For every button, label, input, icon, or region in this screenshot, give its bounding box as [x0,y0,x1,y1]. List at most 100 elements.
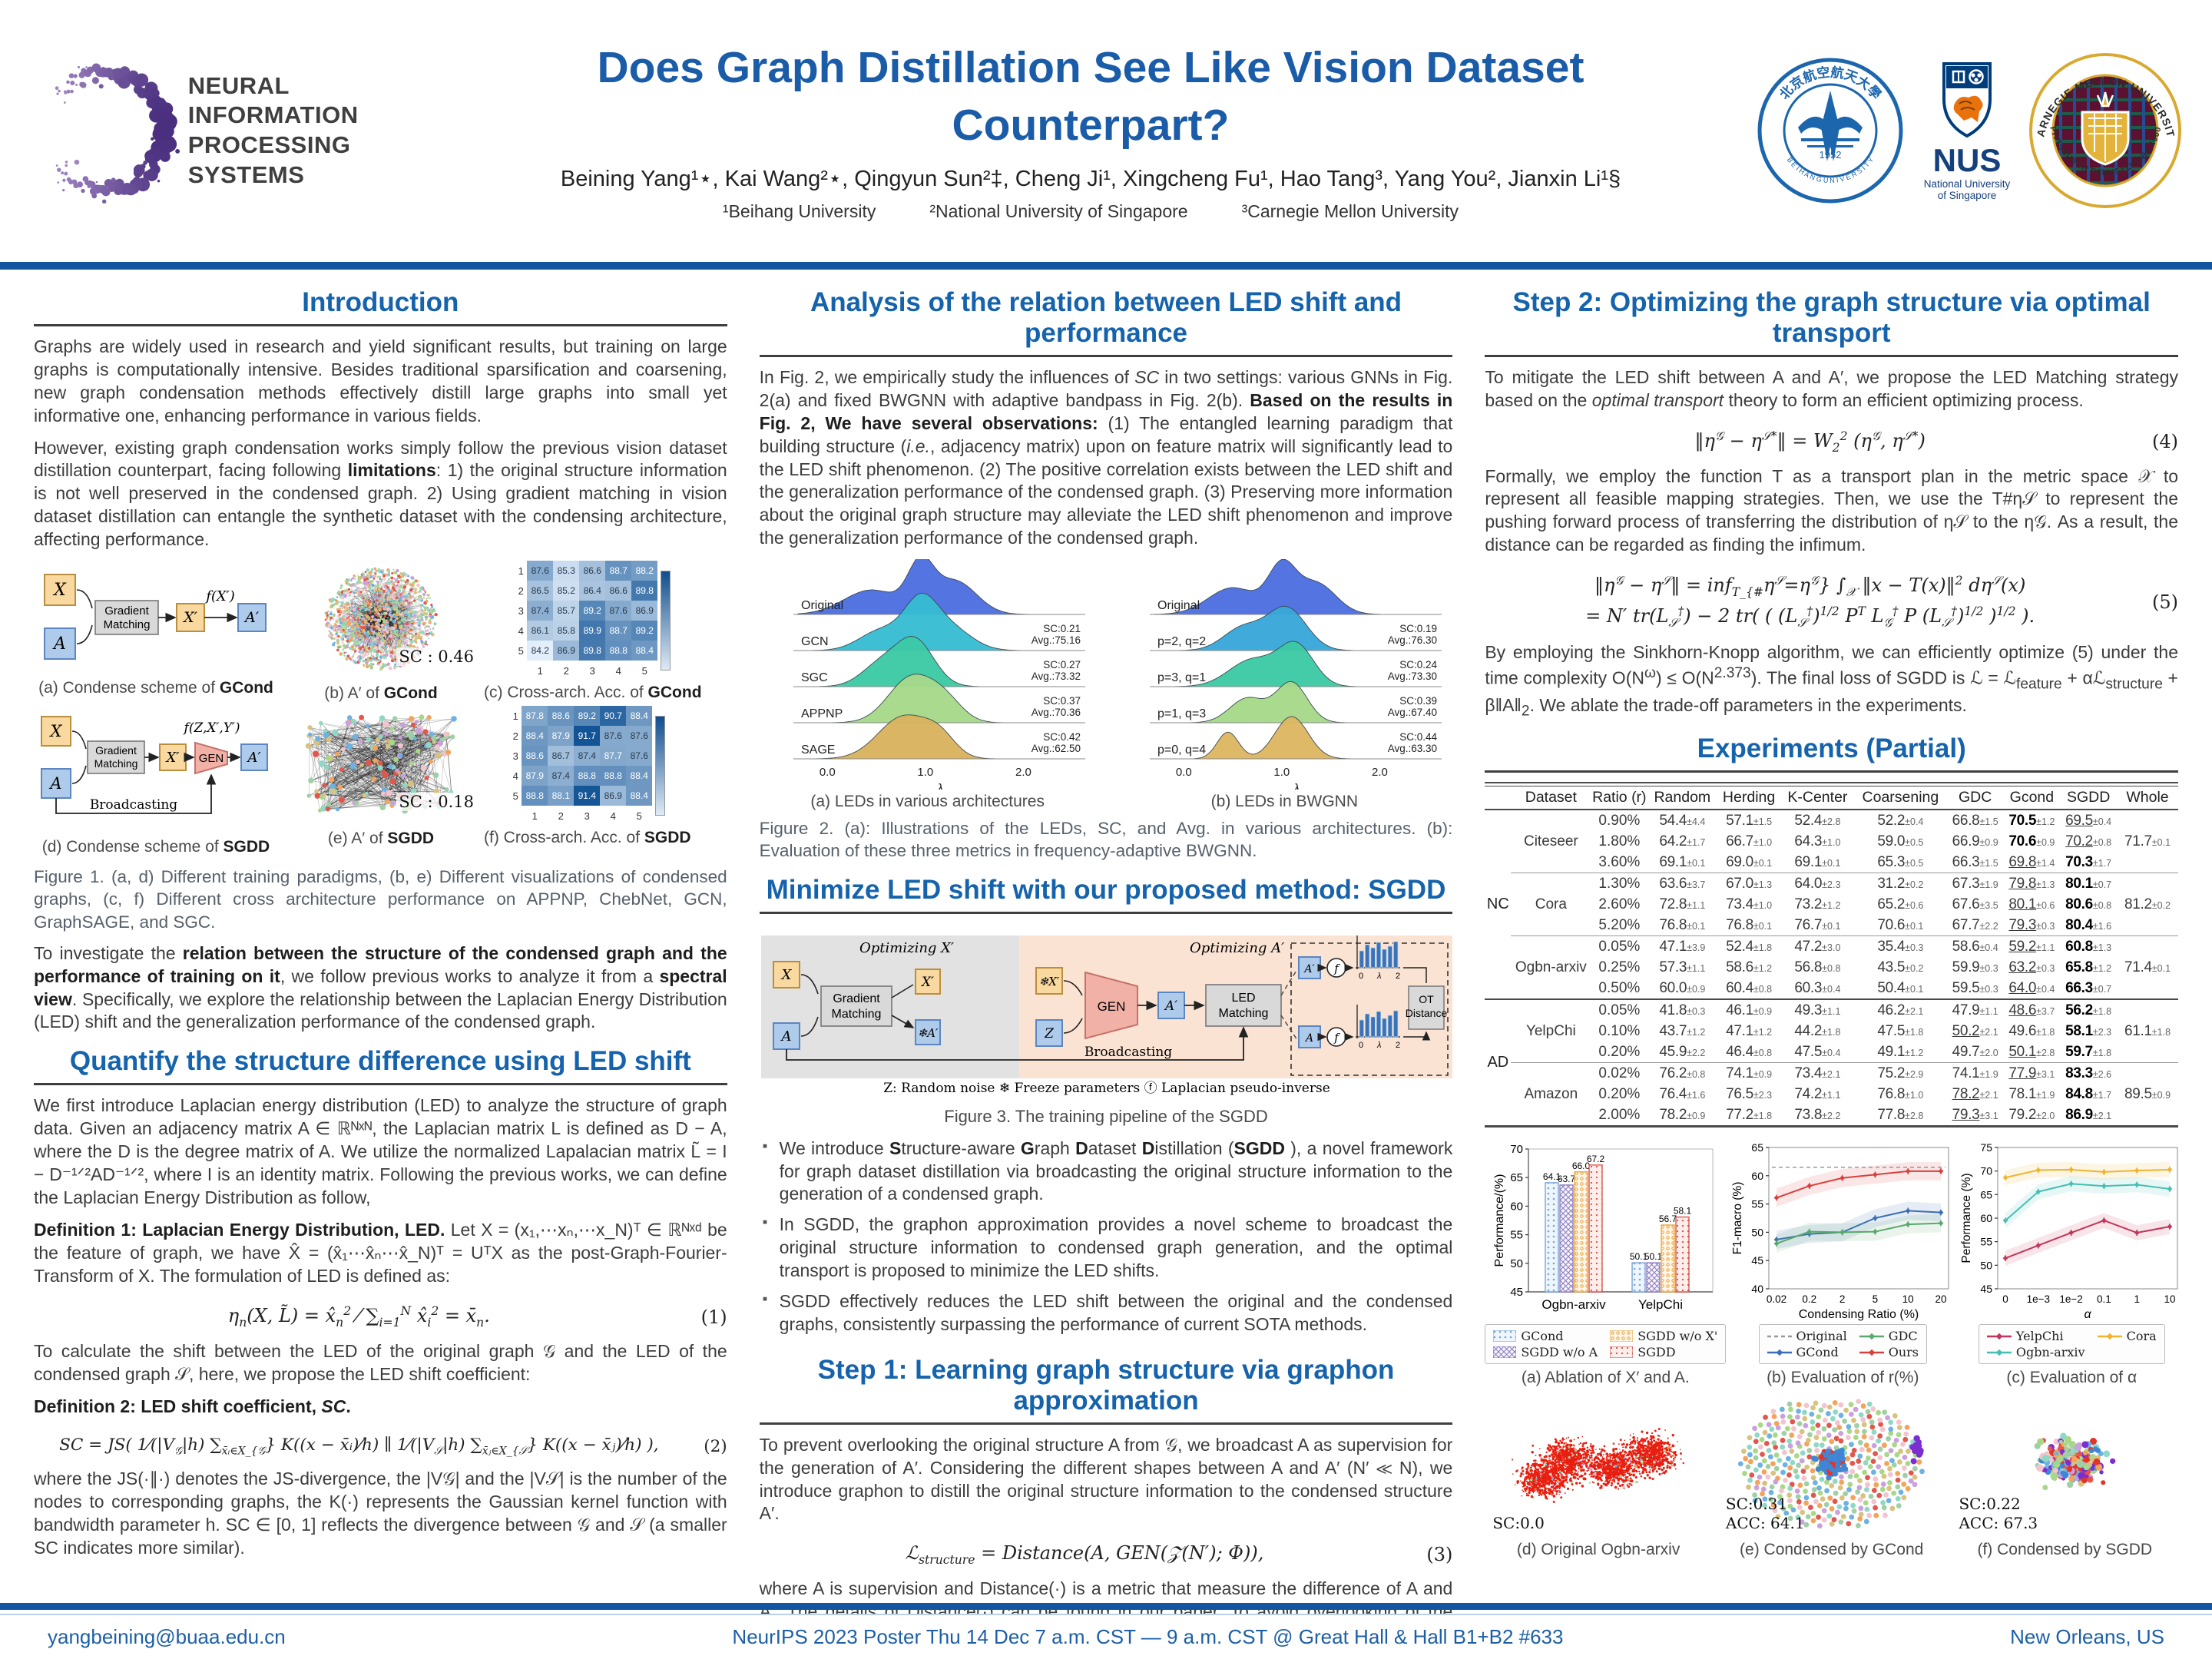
result-cell: 72.8±1.1 [1659,896,1706,912]
svg-text:X′: X′ [165,750,180,766]
ablation-legend: GCond SGDD w/o X' SGDD w/o A SGDD [1485,1324,1727,1365]
svg-text:60: 60 [1752,1170,1764,1182]
result-cell: 66.3±1.5 [1952,853,1998,870]
heatmap-cell: 86.6 [605,581,632,601]
result-cell: 86.9±2.1 [2065,1106,2112,1123]
svg-text:X′: X′ [920,975,934,990]
legend-item: Original [1767,1329,1847,1343]
svg-text:1: 1 [2134,1293,2141,1305]
authors-line: Beining Yang¹⋆, Kai Wang²⋆, Qingyun Sun²… [560,167,1621,192]
result-cell: 35.4±0.3 [1853,935,1947,958]
svg-text:Avg.:73.30: Avg.:73.30 [1388,671,1437,682]
whole-cell: 89.5±0.9 [2117,1062,2179,1127]
session-info: NeurIPS 2023 Poster Thu 14 Dec 7 a.m. CS… [732,1625,1564,1648]
svg-text:λ: λ [935,781,942,790]
heatmap-cell: 89.2 [579,601,606,621]
result-cell: 43.5±0.2 [1877,959,1924,975]
legend-item: SGDD w/o A [1493,1345,1598,1359]
quantify-paragraph-2: To calculate the shift between the LED o… [34,1341,727,1385]
step2-paragraph-3: By employing the Sinkhorn-Knopp algorith… [1485,641,2179,720]
dataset-name: YelpChi [1511,998,1591,1063]
quantify-heading: Quantify the structure difference using … [69,1046,691,1077]
alpha-caption: (c) Evaluation of α [2006,1369,2137,1387]
result-cell: 80.1±0.6 [2008,896,2055,912]
heatmap-cell: 88.8 [522,786,548,806]
nus-subtext: National University of Singapore [1923,177,2011,202]
result-cell: 65.2±0.6 [1877,896,1924,912]
result-cell: 73.2±1.2 [1794,896,1841,912]
result-cell: 69.8±1.4 [2008,853,2055,870]
fig1-scheme-sgdd: X A Gradient Matching X′ f(Z,X′,Y′) G [34,706,278,856]
gcond-heatmap: 1 87.6 85.3 86.6 88.7 88.2 2 86.5 85.2 86.4 86.6 89… [515,561,658,680]
experiments-heading: Experiments (Partial) [1697,733,1966,764]
svg-text:SC:0.39: SC:0.39 [1400,695,1438,707]
scatter-original-caption: (d) Original Ogbn-arxiv [1516,1541,1681,1559]
ablation-chart: 45 50 55 60 65 70 Performance/(%) 64.1 63.7 66.0 6… [1485,1138,1727,1387]
result-cell: 64.2±1.7 [1659,833,1706,849]
svg-text:Broadcasting: Broadcasting [1084,1045,1171,1060]
result-cell: 76.7±0.1 [1794,916,1841,933]
heatmap-cell: 86.7 [548,746,575,767]
heatmap-colorbar [661,571,671,671]
result-cell: 57.3±1.1 [1659,959,1706,975]
result-cell: 50.1±2.8 [2008,1043,2055,1060]
result-cell: 45.9±2.2 [1659,1043,1706,1060]
result-cell: 48.6±3.7 [2003,998,2061,1022]
svg-text:55: 55 [1511,1229,1524,1242]
contact-email[interactable]: yangbeining@buaa.edu.cn [48,1625,286,1648]
scatter-original-labels: SC:0.0 [1492,1514,1545,1533]
legend-item: Ours [1859,1345,1919,1359]
svg-text:λ: λ [1293,781,1300,790]
fig1-heatmap-sgdd: 1 87.8 88.6 89.2 90.7 88.4 2 88.4 87.9 91.7 87.6 87… [484,706,691,847]
equation-1: ηn(X, L̃) = x̂n2 ⁄ ∑i=1N x̂i2 = x̄n. (1) [227,1304,727,1330]
svg-text:A: A [780,1028,791,1045]
svg-text:A: A [1304,1032,1313,1045]
svg-text:0: 0 [2003,1293,2009,1305]
svg-text:Matching: Matching [94,757,138,770]
svg-text:45: 45 [1752,1255,1764,1267]
svg-text:64.1: 64.1 [1543,1171,1561,1182]
svg-text:SC:0.27: SC:0.27 [1043,659,1081,671]
svg-text:63.7: 63.7 [1558,1174,1576,1184]
result-cell: 64.0±2.3 [1780,873,1854,895]
alpha-chart: 45 50 55 60 65 70 75 0 1e−3 1e−2 0.1 1 10 α Performanc… [1959,1138,2184,1387]
ratio-cell: 5.20% [1598,916,1641,933]
svg-text:❄A′: ❄A′ [917,1026,938,1040]
scatter-sgdd-caption: (f) Condensed by SGDD [1977,1541,2153,1559]
svg-text:YelpChi: YelpChi [1638,1297,1683,1312]
nus-logo: NUS National University of Singapore [1921,59,2013,202]
neurips-logo: NEURAL INFORMATION PROCESSING SYSTEMS [28,48,458,214]
figure3-caption: Figure 3. The training pipeline of the S… [944,1106,1268,1126]
heatmap-cell: 85.2 [553,581,580,601]
svg-text:58.1: 58.1 [1674,1206,1692,1217]
result-cell: 60.8±1.3 [2060,935,2118,958]
alpha-legend: YelpChi Cora Ogbn-arxiv [1978,1324,2165,1365]
svg-text:A: A [48,774,61,793]
heatmap-cell: 88.2 [631,561,658,581]
figure2-caption: Figure 2. (a): Illustrations of the LEDs… [759,819,1453,861]
heatmap-cell: 88.8 [574,766,601,786]
quantify-paragraph-3: where the JS(·∥·) denotes the JS-diverge… [34,1469,727,1558]
result-cell: 70.6±0.1 [1877,916,1924,933]
heatmap-cell: 86.9 [600,786,627,806]
ratio-line-chart: 40 45 50 55 60 65 0.02 0.2 2 5 10 20 Condensing Rati… [1731,1141,1949,1321]
heatmap-cell: 88.1 [548,786,575,806]
contribution-bullets: We introduce Structure-aware Graph Datas… [760,1137,1453,1344]
svg-text:67.2: 67.2 [1587,1154,1605,1164]
heatmap-colorbar-2 [655,716,666,816]
equation-2: SC = JS( 1⁄(|V𝒢|h) ∑x̄ᵢ∈X_{𝒢} K((x − x̄ᵢ… [59,1435,727,1458]
result-cell: 57.1±1.5 [1717,809,1781,832]
legend-item: Cora [2097,1329,2157,1343]
svg-text:A′: A′ [1164,998,1177,1014]
result-cell: 60.3±0.4 [1794,979,1841,996]
result-cell: 70.6±0.9 [2008,833,2055,849]
result-cell: 77.9±3.1 [2003,1062,2061,1084]
svg-text:1952: 1952 [1820,149,1842,161]
poster-title: Does Graph Distillation See Like Vision … [597,42,1584,150]
dataset-name: Cora [1511,873,1591,936]
nus-shield-icon [1942,62,1992,138]
dataset-name: Amazon [1511,1062,1591,1127]
heatmap-cell: 86.4 [579,581,606,601]
